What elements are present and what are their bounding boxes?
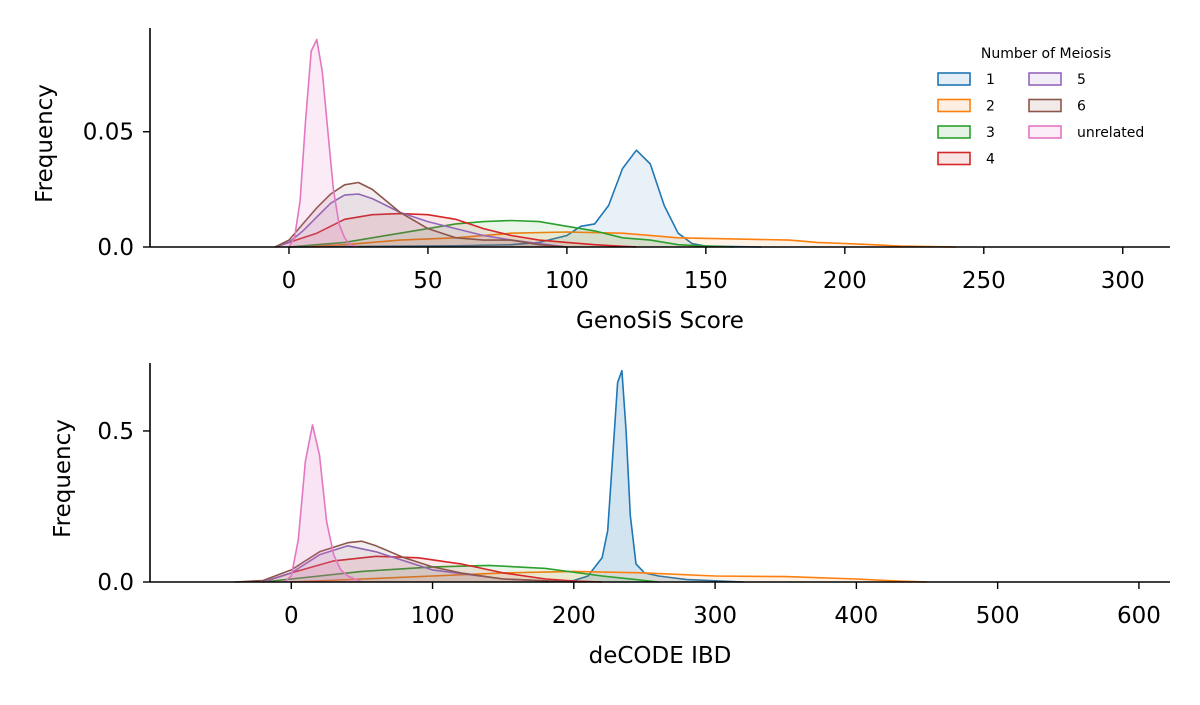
legend-title: Number of Meiosis — [981, 46, 1111, 62]
series-line-6 — [234, 540, 574, 583]
y-tick-label: 0.0 — [97, 570, 134, 596]
x-tick-label: 200 — [823, 268, 867, 294]
y-tick-label: 0.0 — [97, 235, 134, 261]
x-tick-label: 100 — [545, 268, 589, 294]
y-tick-label: 0.05 — [83, 120, 134, 146]
series-fill-6 — [275, 182, 567, 247]
x-tick-label: 200 — [552, 603, 596, 629]
x-tick-label: 250 — [962, 268, 1006, 294]
x-tick-label: 0 — [284, 603, 299, 629]
series-line-unrelated — [288, 38, 359, 248]
y-axis-title: Frequency — [50, 419, 76, 538]
legend-swatch-5 — [1028, 72, 1062, 86]
series-fill-2 — [289, 232, 956, 247]
x-tick-label: 400 — [834, 603, 878, 629]
series-line-3 — [262, 564, 659, 583]
legend: Number of Meiosis 1 2 3 4 5 6 unrelated — [937, 46, 1144, 168]
legend-swatch-3 — [937, 125, 971, 139]
legend-swatch-unrelated — [1028, 125, 1062, 139]
series-fill-6 — [234, 541, 574, 582]
series-fill-unrelated — [284, 424, 362, 582]
series-line-4 — [262, 555, 603, 583]
series-fill-5 — [275, 194, 567, 247]
legend-swatch-1 — [937, 72, 971, 86]
series-line-4 — [274, 212, 637, 248]
legend-swatch-6 — [1028, 98, 1062, 113]
x-tick-label: 500 — [976, 603, 1020, 629]
legend-label-unrelated: unrelated — [1077, 125, 1144, 141]
series-fill-unrelated — [289, 39, 359, 247]
series-fill-1 — [289, 150, 762, 247]
series-line-5 — [274, 193, 567, 248]
legend-label-3: 3 — [986, 125, 995, 141]
series-fill-3 — [289, 220, 734, 247]
genosis-score-plot: 0 50 100 150 200 250 300 0.0 0.05 GenoSiS Score Fr… — [32, 28, 1170, 334]
x-tick-label: 0 — [282, 268, 297, 294]
decode-ibd-plot: 0 100 200 300 400 500 600 0.0 0.5 deCODE IBD Frequ… — [50, 363, 1170, 669]
legend-label-6: 6 — [1077, 99, 1086, 115]
legend-label-1: 1 — [986, 72, 995, 88]
x-tick-label: 300 — [693, 603, 737, 629]
x-tick-label: 50 — [413, 268, 442, 294]
x-axis-title: deCODE IBD — [589, 643, 732, 669]
y-tick-label: 0.5 — [97, 419, 134, 445]
series-line-2 — [291, 570, 928, 583]
series-line-3 — [288, 219, 734, 248]
x-axis-title: GenoSiS Score — [576, 308, 744, 334]
series-line-2 — [288, 231, 957, 248]
legend-label-2: 2 — [986, 99, 995, 115]
x-tick-label: 100 — [411, 603, 455, 629]
series-fill-4 — [275, 213, 637, 247]
legend-label-4: 4 — [986, 152, 995, 168]
x-tick-label: 600 — [1117, 603, 1161, 629]
x-tick-label: 300 — [1101, 268, 1145, 294]
series-fill-5 — [263, 545, 574, 582]
series-line-unrelated — [283, 424, 363, 583]
series-fill-1 — [545, 370, 744, 582]
y-axis-title: Frequency — [32, 84, 58, 203]
legend-swatch-2 — [937, 98, 971, 113]
series-line-6 — [274, 181, 567, 248]
series-line-1 — [545, 369, 744, 583]
x-tick-label: 150 — [684, 268, 728, 294]
legend-label-5: 5 — [1077, 72, 1086, 88]
legend-swatch-4 — [937, 151, 971, 166]
